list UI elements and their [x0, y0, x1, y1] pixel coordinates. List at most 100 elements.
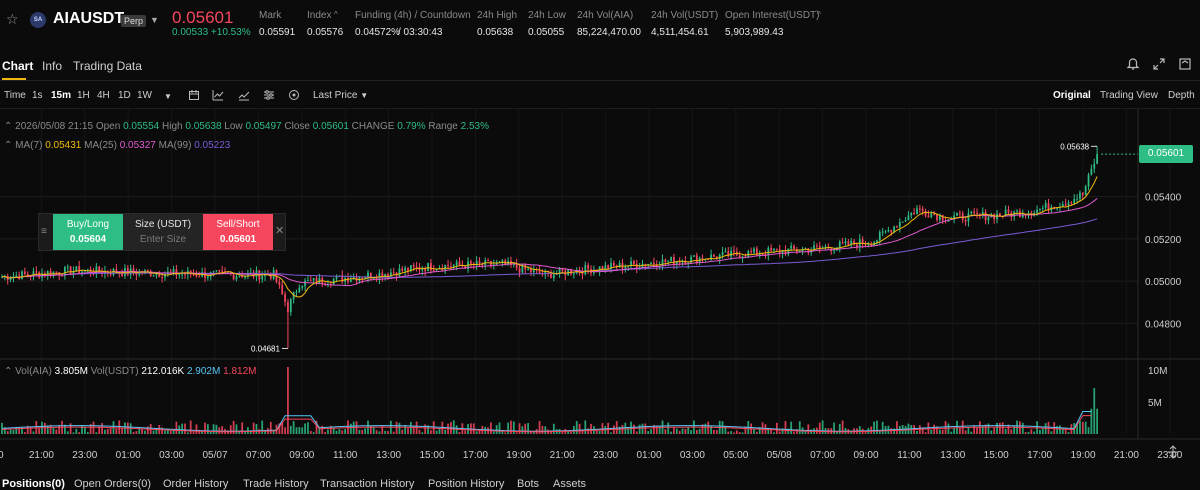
- favorite-star-icon[interactable]: ☆: [6, 11, 19, 27]
- candle-body: [1039, 208, 1041, 210]
- candle-body: [132, 268, 135, 273]
- view-trading-view[interactable]: Trading View: [1100, 90, 1158, 101]
- volume-bar: [741, 432, 744, 434]
- candle-body: [881, 231, 884, 233]
- interval-4h[interactable]: 4H: [97, 90, 110, 101]
- candle-body: [1079, 192, 1081, 199]
- volume-bar: [198, 429, 201, 434]
- symbol-dropdown-icon[interactable]: ▼: [150, 15, 159, 25]
- candle-body: [341, 275, 344, 282]
- price-type-select[interactable]: Last Price ▼: [313, 90, 368, 101]
- price-chart[interactable]: 0.05400 0.05200 0.05000 0.04800 00 21:00 23:00…: [0, 109, 1200, 488]
- volume-bar: [644, 423, 647, 434]
- range-label: Range: [428, 121, 458, 132]
- drag-handle-icon[interactable]: ≡: [41, 226, 47, 237]
- candle-body: [938, 214, 941, 220]
- candle-body: [598, 266, 601, 272]
- volume-bar: [527, 422, 529, 434]
- candle-body: [498, 261, 501, 263]
- buy-long-button[interactable]: Buy/Long 0.05604: [53, 214, 123, 250]
- candle-body: [784, 250, 787, 255]
- view-original[interactable]: Original: [1053, 90, 1091, 101]
- oi-info-icon[interactable]: ^: [817, 10, 821, 19]
- candle-body: [1016, 210, 1018, 212]
- tab-trade-history[interactable]: Trade History: [243, 478, 309, 490]
- volume-bar: [186, 432, 189, 434]
- candle-body: [1, 276, 3, 278]
- candle-body: [235, 276, 238, 280]
- expand-icon[interactable]: [1152, 57, 1166, 74]
- volume-bar: [387, 431, 389, 434]
- volume-collapse-icon[interactable]: ⌃: [4, 366, 13, 377]
- interval-1s[interactable]: 1s: [32, 90, 43, 101]
- tab-chart[interactable]: Chart: [2, 59, 34, 73]
- candle-body: [332, 278, 335, 285]
- volume-bar: [412, 425, 415, 434]
- candle-body: [432, 270, 435, 272]
- view-depth[interactable]: Depth: [1168, 90, 1195, 101]
- calendar-icon[interactable]: [188, 89, 200, 104]
- range-value: 2.53%: [460, 121, 489, 132]
- volume-bar: [427, 425, 429, 434]
- volume-bar: [152, 430, 155, 434]
- candle-body: [26, 273, 29, 276]
- volume-bar: [475, 431, 478, 434]
- tab-positions[interactable]: Positions(0): [2, 478, 65, 490]
- volume-bar: [618, 426, 621, 434]
- legend-collapse-icon[interactable]: ⌃: [4, 121, 13, 132]
- candle-body: [347, 278, 349, 282]
- tab-order-history[interactable]: Order History: [163, 478, 229, 490]
- interval-15m[interactable]: 15m: [51, 90, 72, 101]
- tab-bots[interactable]: Bots: [517, 478, 540, 490]
- candle-body: [1081, 192, 1084, 195]
- stat-value: 0.05576: [307, 27, 344, 38]
- volume-bar: [781, 428, 784, 434]
- open-value: 0.05554: [123, 121, 160, 132]
- tab-info[interactable]: Info: [42, 59, 63, 73]
- candle-body: [667, 260, 670, 262]
- candle-body: [401, 268, 404, 271]
- interval-dropdown-icon[interactable]: ▼: [164, 92, 172, 101]
- auto-scale-icon[interactable]: [1167, 445, 1179, 462]
- candle-body: [916, 208, 918, 215]
- fullscreen-icon[interactable]: [1178, 57, 1192, 74]
- candle-body: [55, 271, 58, 273]
- display-settings-icon[interactable]: [288, 89, 300, 104]
- tab-assets[interactable]: Assets: [553, 478, 587, 490]
- interval-time[interactable]: Time: [4, 90, 26, 101]
- close-icon[interactable]: ✕: [275, 225, 285, 237]
- x-tick-label: 21:00: [1114, 450, 1139, 461]
- volume-bar: [1027, 431, 1030, 434]
- candle-body: [690, 256, 692, 263]
- stat-value: 0.05055: [528, 27, 565, 38]
- volume-bar: [338, 429, 341, 434]
- settings-sliders-icon[interactable]: [263, 89, 275, 104]
- volume-bar: [109, 427, 112, 434]
- candle-body: [867, 244, 870, 246]
- tab-open-orders[interactable]: Open Orders(0): [74, 478, 152, 490]
- volume-bar: [21, 426, 23, 434]
- index-info-icon[interactable]: ^: [334, 10, 338, 19]
- low-value: 0.05497: [245, 121, 282, 132]
- symbol-name[interactable]: AIAUSDT: [53, 10, 125, 27]
- interval-1h[interactable]: 1H: [77, 90, 90, 101]
- tab-position-history[interactable]: Position History: [428, 478, 505, 490]
- x-tick-label: 05:00: [723, 450, 748, 461]
- ma-collapse-icon[interactable]: ⌃: [4, 140, 13, 151]
- interval-1w[interactable]: 1W: [137, 90, 152, 101]
- candle-body: [781, 250, 784, 254]
- volume-bar: [727, 431, 730, 434]
- tab-trading-data[interactable]: Trading Data: [73, 59, 142, 73]
- volume-bar: [492, 431, 495, 434]
- candle-body: [421, 268, 424, 271]
- size-input[interactable]: Size (USDT) Enter Size: [123, 214, 203, 250]
- bell-icon[interactable]: [1126, 57, 1140, 74]
- interval-1d[interactable]: 1D: [118, 90, 131, 101]
- compare-icon[interactable]: [238, 89, 250, 104]
- volume-bar: [881, 421, 884, 434]
- candle-body: [770, 247, 773, 251]
- volume-bar: [715, 430, 718, 434]
- indicator-icon[interactable]: [212, 89, 224, 104]
- tab-transaction-history[interactable]: Transaction History: [320, 478, 415, 490]
- sell-short-button[interactable]: Sell/Short 0.05601: [203, 214, 273, 250]
